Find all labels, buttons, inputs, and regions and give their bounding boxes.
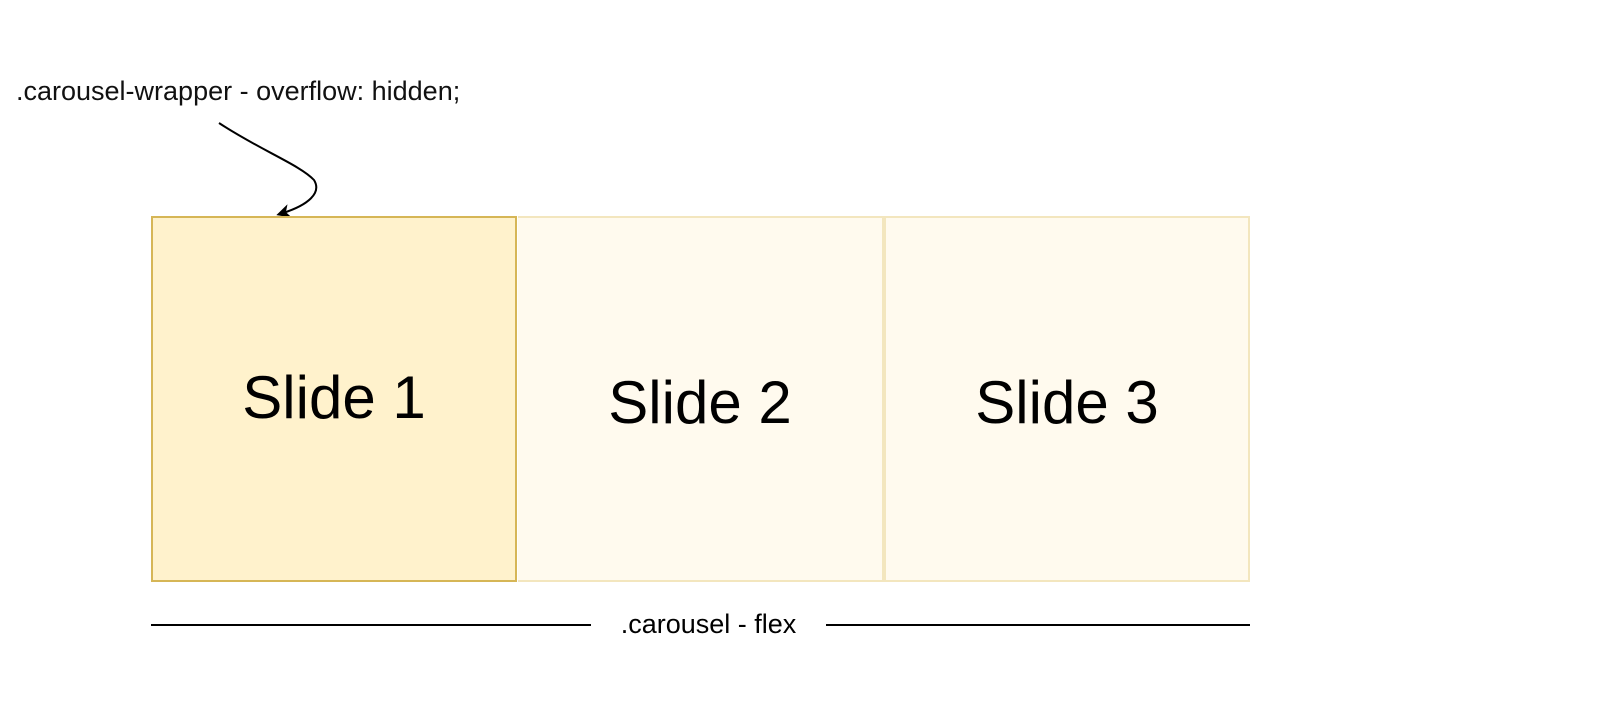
carousel-span-line-left [151,624,591,626]
arrow-path [218,122,318,218]
slide-3-label: Slide 3 [975,368,1159,436]
slide-2-label: Slide 2 [608,368,792,436]
carousel-wrapper-annotation: .carousel-wrapper - overflow: hidden; [16,76,461,106]
slide-1-label: Slide 1 [242,363,426,431]
slide-2-box: Slide 2 [518,216,884,582]
carousel-annotation: .carousel - flex [620,609,797,639]
carousel-span-line-right [826,624,1250,626]
slide-3-box: Slide 3 [884,216,1250,582]
slide-1-box: Slide 1 [151,216,517,582]
